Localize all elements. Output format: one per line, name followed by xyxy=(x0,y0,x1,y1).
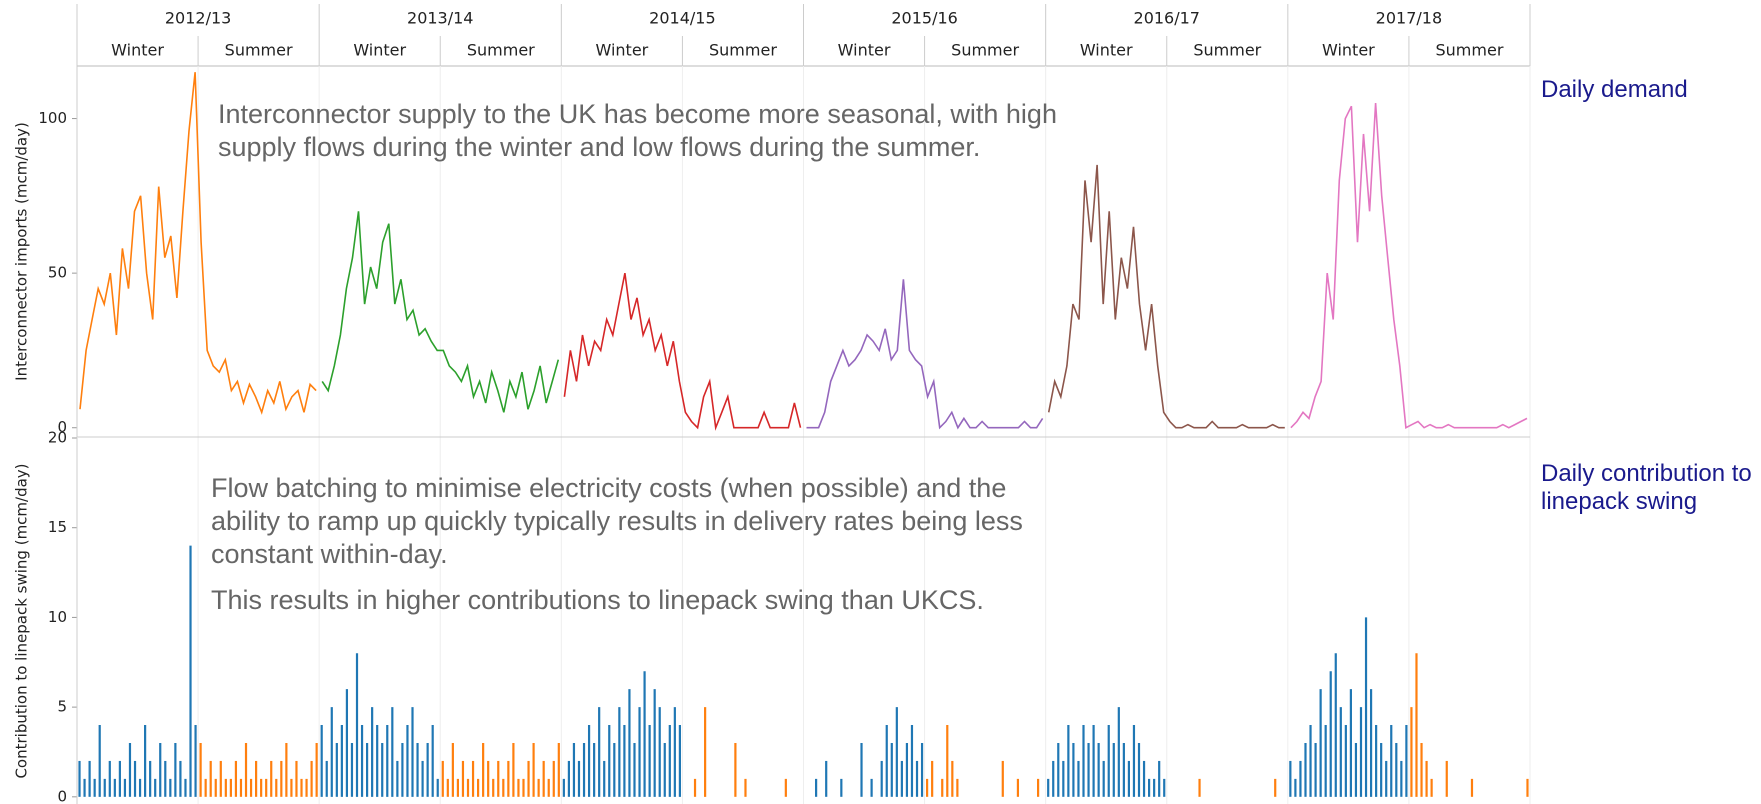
y-tick-label: 5 xyxy=(57,698,67,716)
annotation: This results in higher contributions to … xyxy=(211,585,984,615)
annotation: Interconnector supply to the UK has beco… xyxy=(218,99,1057,162)
season-label: Summer xyxy=(467,41,535,60)
season-label: Summer xyxy=(951,41,1019,60)
line-series xyxy=(321,211,560,413)
line-series xyxy=(79,72,317,415)
season-label: Summer xyxy=(709,41,777,60)
season-label: Winter xyxy=(596,41,649,60)
season-label: Summer xyxy=(1436,41,1504,60)
y-tick-label: 50 xyxy=(48,264,67,282)
line-series xyxy=(563,272,802,431)
y-tick-label: 10 xyxy=(48,608,67,626)
y-tick-label: 0 xyxy=(57,787,67,804)
y-tick-label: 0 xyxy=(57,418,67,436)
season-label: Winter xyxy=(838,41,891,60)
season-label: Winter xyxy=(353,41,406,60)
year-label: 2013/14 xyxy=(407,9,473,28)
line-series xyxy=(1047,164,1285,429)
panel-label: Daily demand xyxy=(1541,76,1688,103)
y-tick-label: 100 xyxy=(38,109,67,127)
y-axis-label: Contribution to linepack swing (mcm/day) xyxy=(13,463,31,778)
y-tick-label: 15 xyxy=(48,518,67,536)
annotation: Flow batching to minimise electricity co… xyxy=(211,473,1023,569)
year-label: 2017/18 xyxy=(1376,9,1442,28)
year-label: 2016/17 xyxy=(1134,9,1200,28)
season-label: Summer xyxy=(225,41,293,60)
year-label: 2014/15 xyxy=(649,9,715,28)
y-axis-label: Interconnector imports (mcm/day) xyxy=(13,122,31,381)
year-label: 2015/16 xyxy=(891,9,957,28)
season-label: Summer xyxy=(1193,41,1261,60)
season-label: Winter xyxy=(1080,41,1133,60)
line-series xyxy=(1290,103,1528,429)
year-label: 2012/13 xyxy=(165,9,231,28)
season-label: Winter xyxy=(1322,41,1375,60)
season-label: Winter xyxy=(111,41,164,60)
panel-label: Daily contribution to linepack swing xyxy=(1541,460,1752,515)
line-series xyxy=(806,279,1044,430)
y-tick-label: 20 xyxy=(48,429,67,447)
